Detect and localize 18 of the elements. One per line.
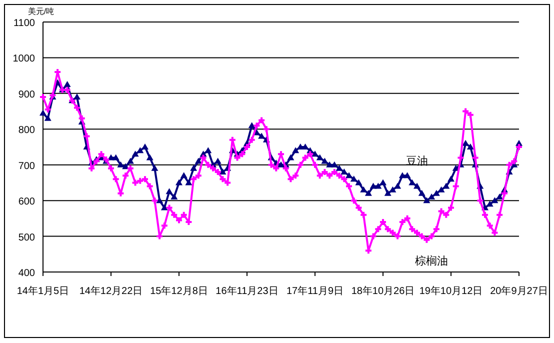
x-tick-label: 17年11月9日 [286,285,344,297]
y-axis-title: 美元/吨 [28,7,54,16]
x-tick-label: 18年10月26日 [351,285,415,297]
x-tick-label: 20年9月27日 [490,285,548,297]
y-tick-label: 900 [18,89,36,100]
y-tick-label: 700 [18,160,36,172]
y-tick-label: 1100 [13,18,36,29]
y-tick-label: 600 [18,196,36,208]
x-tick-label: 14年12月22日 [79,285,143,297]
x-tick-label: 15年12月8日 [150,285,208,297]
x-tick-label: 16年11月23日 [216,285,278,297]
x-tick-label: 14年1月5日 [16,285,70,297]
x-tick-label: 19年10月12日 [419,285,483,297]
y-tick-label: 500 [18,232,36,244]
y-tick-label: 800 [18,125,36,136]
series-label: 棕榈油 [415,254,448,268]
y-tick-label: 400 [18,268,36,279]
y-tick-label: 1000 [12,54,36,65]
